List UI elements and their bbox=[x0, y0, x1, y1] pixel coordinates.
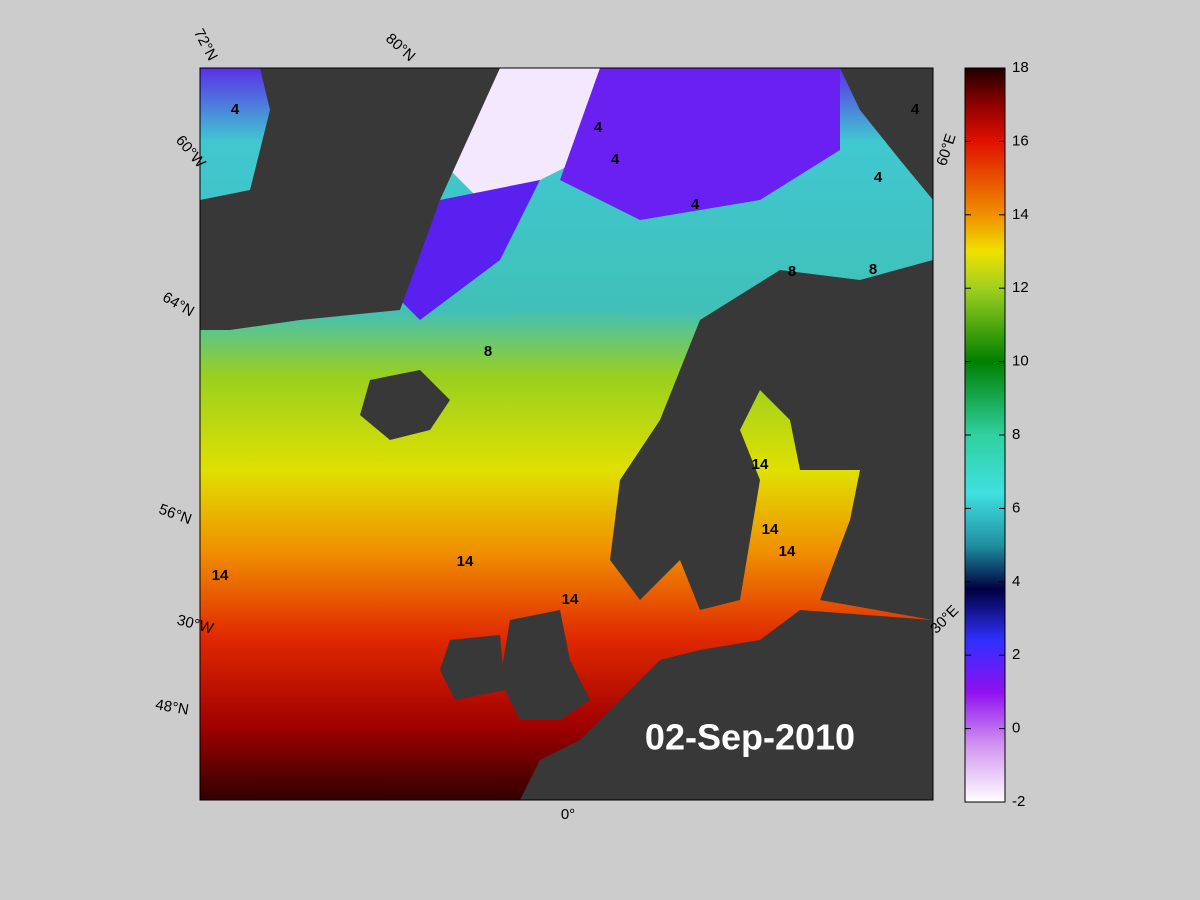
colorbar-tick-label: 16 bbox=[1012, 132, 1029, 149]
colorbar-tick-label: -2 bbox=[1012, 793, 1025, 810]
ireland bbox=[440, 635, 505, 700]
iceland bbox=[360, 370, 450, 440]
colorbar-tick-label: 6 bbox=[1012, 499, 1020, 516]
contour-label: 4 bbox=[874, 169, 883, 186]
great-britain bbox=[500, 610, 590, 720]
contour-label: 4 bbox=[594, 119, 603, 136]
colorbar-tick-label: 18 bbox=[1012, 59, 1029, 76]
cold-water bbox=[560, 68, 840, 220]
contour-label: 14 bbox=[212, 567, 229, 584]
novaya-zemlya bbox=[840, 68, 933, 200]
contour-label: 4 bbox=[691, 196, 700, 213]
grid-label: 0° bbox=[561, 806, 575, 823]
grid-label: 80°N bbox=[382, 30, 418, 65]
colorbar-tick-label: 10 bbox=[1012, 353, 1029, 370]
contour-label: 14 bbox=[562, 591, 579, 608]
contour-label: 4 bbox=[231, 101, 240, 118]
contour-label: 8 bbox=[788, 263, 796, 280]
colorbar-tick-label: 8 bbox=[1012, 426, 1020, 443]
grid-label: 64°N bbox=[160, 289, 198, 320]
contour-label: 14 bbox=[779, 543, 796, 560]
contour-label: 14 bbox=[457, 553, 474, 570]
colorbar-tick-label: 2 bbox=[1012, 646, 1020, 663]
contour-label: 4 bbox=[911, 101, 920, 118]
colorbar-tick-label: 12 bbox=[1012, 279, 1029, 296]
contour-label: 14 bbox=[762, 521, 779, 538]
colorbar-tick-label: 14 bbox=[1012, 206, 1029, 223]
colorbar-tick-label: 0 bbox=[1012, 720, 1020, 737]
date-label: 02-Sep-2010 bbox=[645, 717, 855, 758]
grid-label: 60°E bbox=[933, 132, 959, 168]
grid-label: 72°N bbox=[190, 26, 221, 64]
grid-label: 48°N bbox=[154, 696, 190, 719]
contour-label: 8 bbox=[869, 261, 877, 278]
cold-water bbox=[400, 180, 540, 320]
map bbox=[200, 68, 933, 800]
contour-label: 8 bbox=[484, 343, 492, 360]
grid-label: 56°N bbox=[157, 501, 194, 528]
colorbar bbox=[964, 67, 1006, 803]
plot-frame bbox=[199, 67, 934, 801]
europe bbox=[520, 610, 933, 800]
scandinavia bbox=[610, 260, 933, 620]
colorbar-tick-label: 4 bbox=[1012, 573, 1020, 590]
greenland bbox=[200, 68, 500, 330]
contour-label: 4 bbox=[611, 151, 620, 168]
contour-label: 14 bbox=[752, 456, 769, 473]
